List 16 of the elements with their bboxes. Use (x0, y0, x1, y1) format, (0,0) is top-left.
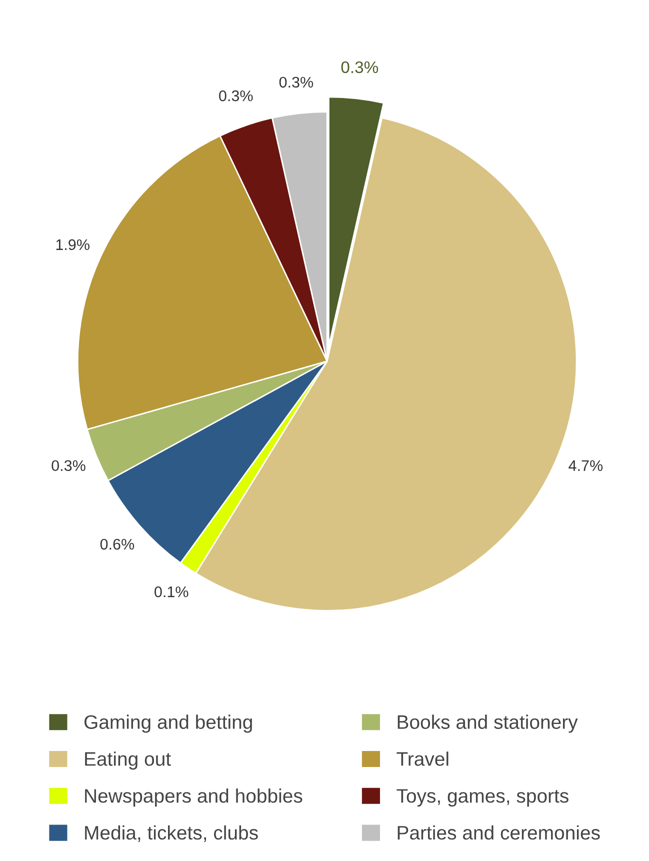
legend-label: Books and stationery (398, 714, 578, 733)
legend-label: Newspapers and hobbies (85, 788, 302, 807)
legend-label: Travel (396, 752, 448, 766)
data-label: 0.3% (279, 76, 314, 88)
data-label: 0.1% (154, 586, 188, 598)
data-label: 0.3% (341, 61, 378, 74)
data-label: 4.7% (568, 460, 603, 471)
legend-label: Eating out (85, 752, 171, 770)
data-label: 0.6% (100, 538, 134, 550)
legend-label: Media, tickets, clubs (85, 825, 258, 842)
legend-label: Gaming and betting (84, 714, 252, 733)
data-label: 0.3% (52, 460, 86, 472)
legend-label: Parties and ceremonies (398, 825, 600, 840)
data-label: 1.9% (56, 239, 90, 250)
data-label: 0.3% (219, 90, 253, 102)
legend-label: Toys, games, sports (396, 789, 568, 807)
